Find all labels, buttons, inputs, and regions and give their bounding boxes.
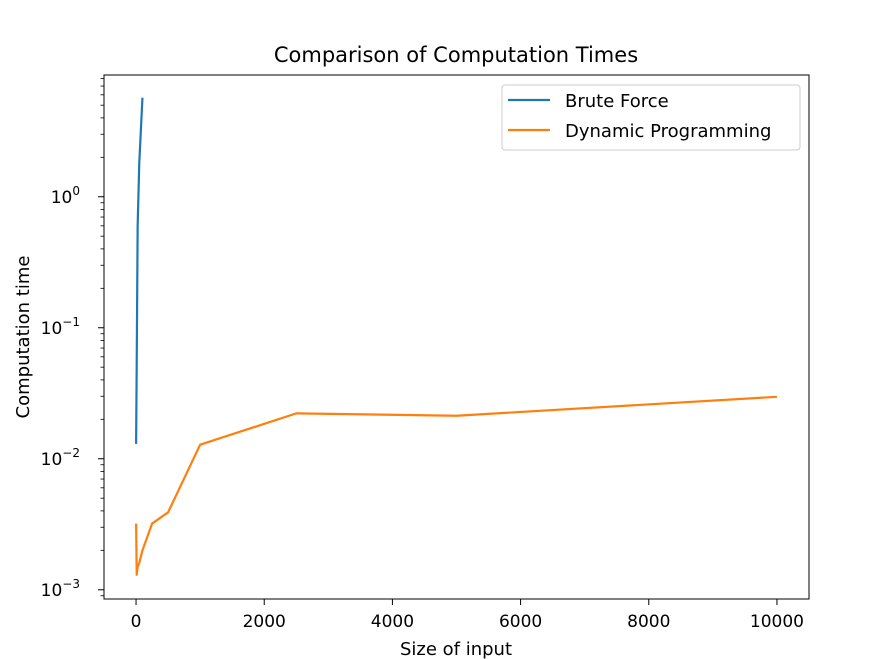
series-line-brute-force <box>135 97 144 444</box>
x-tick-label: 8000 <box>627 612 670 632</box>
y-tick-label: 100 <box>51 184 80 208</box>
legend-label-dynamic-programming: Dynamic Programming <box>565 121 771 142</box>
y-tick-label: 10−3 <box>41 577 80 601</box>
x-tick-label: 6000 <box>499 612 542 632</box>
legend-label-brute-force: Brute Force <box>565 91 669 112</box>
x-tick-label: 2000 <box>243 612 286 632</box>
x-tick-label: 4000 <box>371 612 414 632</box>
x-tick-label: 0 <box>131 612 142 632</box>
x-axis-ticks: 0 2000 4000 6000 8000 10000 <box>131 599 804 632</box>
legend-frame <box>501 84 801 151</box>
y-axis-label: Computation time <box>13 256 34 419</box>
series-line-dynamic-programming <box>135 395 778 576</box>
plot-frame <box>103 74 810 600</box>
series-layer <box>135 97 778 576</box>
chart-title: Comparison of Computation Times <box>274 43 638 67</box>
x-axis-label: Size of input <box>400 639 512 659</box>
legend: Brute Force Dynamic Programming <box>501 84 801 151</box>
y-axis-ticks: 10−3 10−2 10−1 100 <box>41 78 104 601</box>
x-tick-label: 10000 <box>750 612 804 632</box>
y-tick-label: 10−1 <box>41 315 80 339</box>
y-tick-label: 10−2 <box>41 446 80 470</box>
